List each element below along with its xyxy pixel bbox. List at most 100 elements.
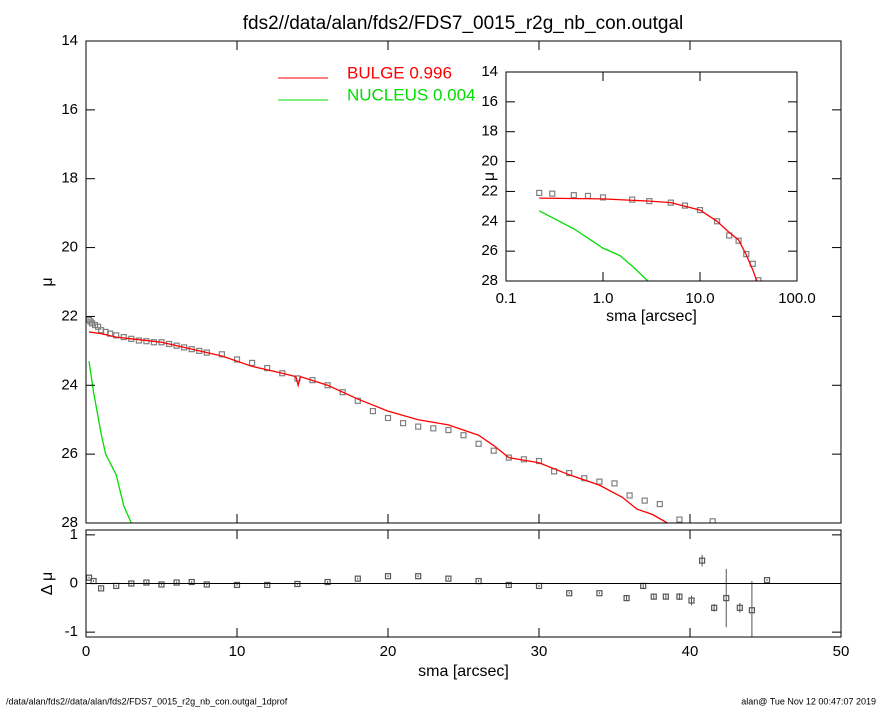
data-point: [623, 594, 630, 602]
data-point: [188, 578, 195, 586]
data-point: [113, 332, 120, 339]
data-point: [566, 469, 573, 477]
data-point: [711, 604, 718, 611]
data-point: [158, 581, 165, 588]
frame: [85, 40, 842, 524]
x-axis-label: sma [arcsec]: [418, 663, 509, 680]
data-point: [339, 389, 346, 396]
data-point: [430, 425, 437, 432]
x-tick-label: 100.0: [778, 290, 816, 307]
plot-group: [86, 316, 716, 523]
y-tick-label: 28: [61, 514, 78, 531]
y-tick-label: 16: [61, 101, 78, 118]
data-point: [723, 594, 730, 602]
data-point: [581, 475, 588, 482]
data-point: [86, 574, 93, 581]
plot-group: [536, 189, 762, 281]
x-tick-label: 10: [229, 643, 246, 660]
data-point: [264, 581, 271, 589]
footer-right: alan@ Tue Nov 12 00:47:07 2019: [741, 696, 876, 706]
data-point: [656, 500, 663, 508]
data-point: [490, 447, 497, 454]
data-point: [596, 478, 603, 485]
y-tick-label: 14: [481, 63, 498, 80]
footer-left: /data/alan/fds2//data/alan/fds2/FDS7_001…: [6, 696, 288, 706]
data-point: [324, 382, 331, 389]
y-axis-label: Δ μ: [39, 572, 56, 595]
data-point: [599, 194, 607, 201]
data-point: [143, 579, 150, 586]
y-tick-label: 26: [61, 445, 78, 462]
data-point: [535, 457, 543, 465]
data-point: [384, 414, 392, 422]
legend-label: NUCLEUS 0.004: [347, 85, 476, 104]
data-point: [676, 593, 683, 600]
series-line: [88, 331, 668, 523]
plot-area: [506, 72, 797, 281]
data-point: [445, 575, 452, 582]
data-point: [218, 351, 225, 358]
y-tick-label: 28: [481, 272, 498, 289]
data-point: [549, 190, 556, 197]
y-axis-label: μ: [481, 172, 498, 181]
y-tick-label: 16: [481, 93, 498, 110]
x-tick-label: 30: [531, 643, 548, 660]
y-tick-label: 1: [70, 526, 78, 543]
y-tick-label: 24: [61, 376, 78, 393]
data-point: [709, 518, 716, 523]
data-point: [233, 581, 241, 589]
y-tick-label: 24: [481, 212, 498, 229]
frame: [85, 529, 842, 638]
y-tick-label: 22: [61, 307, 78, 324]
data-point: [611, 480, 618, 487]
y-tick-label: 20: [61, 239, 78, 256]
data-point: [698, 557, 706, 564]
x-tick-label: 20: [380, 643, 397, 660]
data-point: [763, 576, 771, 584]
y-axis-label: μ: [39, 277, 56, 286]
data-point: [676, 516, 683, 523]
data-point: [736, 604, 743, 611]
data-point: [249, 359, 256, 367]
data-point: [626, 492, 633, 499]
data-point: [415, 423, 422, 430]
y-tick-label: 20: [481, 153, 498, 170]
y-tick-label: 18: [481, 123, 498, 140]
legend-label: BULGE 0.996: [347, 63, 452, 82]
data-point: [641, 497, 648, 504]
x-tick-label: 0.1: [496, 290, 517, 307]
x-tick-label: 1.0: [593, 290, 614, 307]
data-point: [743, 251, 750, 258]
data-point: [369, 408, 376, 415]
data-point: [570, 192, 577, 199]
data-point: [735, 237, 742, 244]
y-tick-label: 18: [61, 170, 78, 187]
data-point: [536, 189, 543, 197]
data-point: [324, 578, 331, 586]
y-tick-label: -1: [65, 623, 78, 640]
series-line: [538, 210, 649, 281]
y-tick-label: 0: [70, 574, 78, 591]
data-point: [650, 593, 657, 600]
data-point: [475, 440, 482, 447]
series-line: [539, 197, 758, 281]
data-point: [566, 590, 573, 597]
data-point: [384, 573, 392, 580]
chart-title: fds2//data/alan/fds2/FDS7_0015_r2g_nb_co…: [243, 13, 684, 34]
x-tick-label: 50: [833, 643, 850, 660]
y-tick-label: 14: [61, 32, 78, 49]
data-point: [400, 420, 407, 427]
data-point: [415, 573, 422, 580]
x-tick-label: 10.0: [685, 290, 714, 307]
y-tick-label: 22: [481, 182, 498, 199]
data-point: [87, 318, 94, 325]
data-point: [203, 581, 210, 588]
data-point: [460, 432, 467, 439]
x-tick-label: 0: [82, 643, 90, 660]
data-point: [354, 397, 361, 404]
data-point: [264, 364, 271, 372]
data-point: [233, 356, 241, 363]
y-tick-label: 26: [481, 242, 498, 259]
